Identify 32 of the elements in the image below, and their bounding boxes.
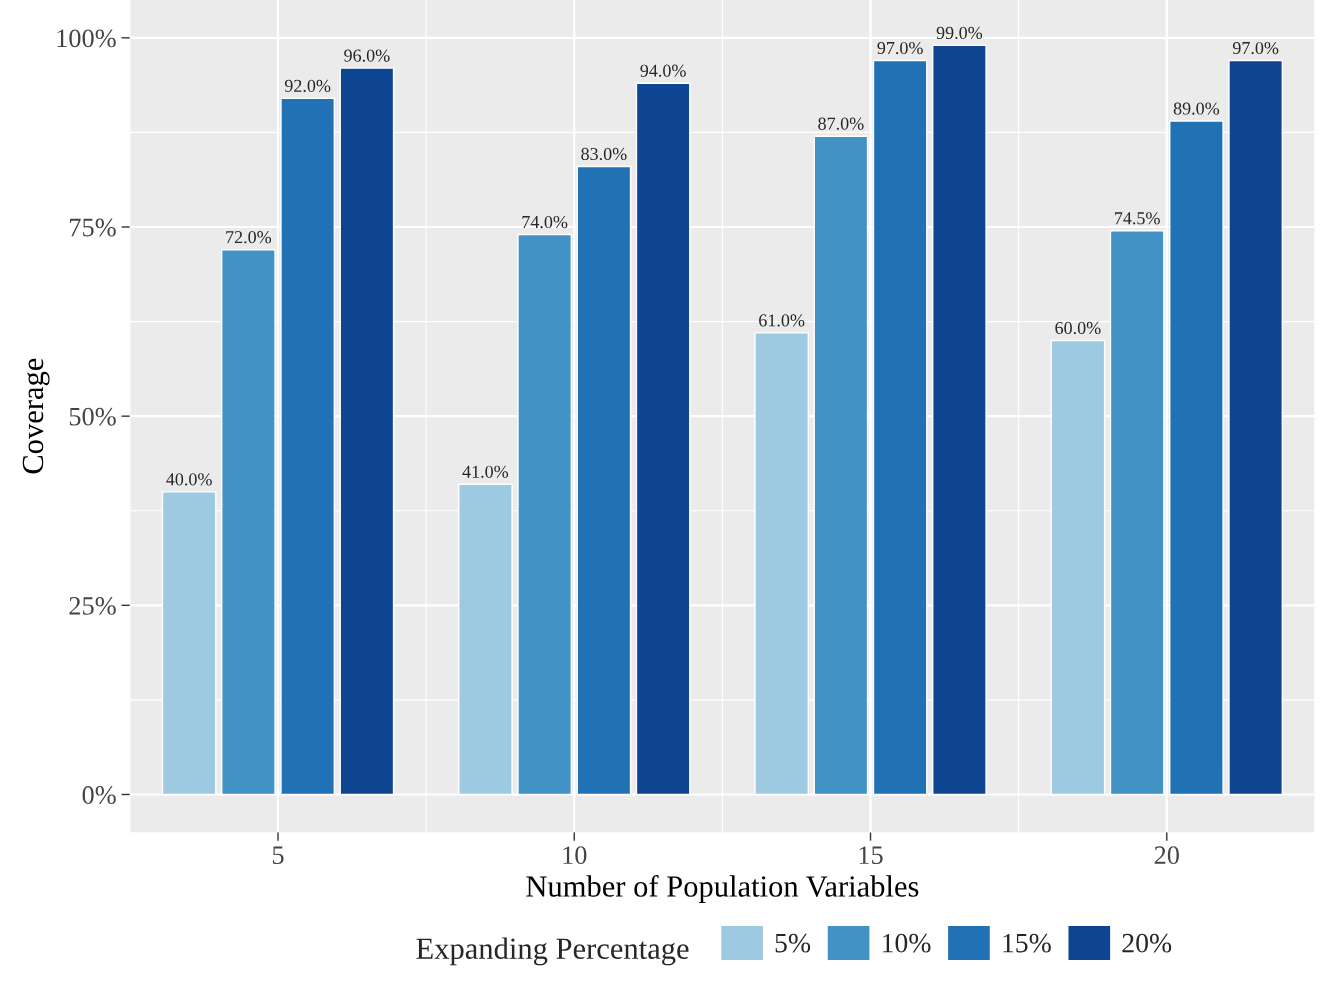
x-tick-label: 5	[272, 846, 284, 865]
data-label: 97.0%	[877, 41, 923, 55]
x-tick-label: 20	[1154, 846, 1179, 865]
data-label: 94.0%	[640, 64, 686, 77]
legend-label: 10%	[882, 933, 931, 953]
y-tick-label: 100%	[57, 29, 116, 48]
data-label: 97.0%	[1232, 41, 1279, 55]
data-label: 99.0%	[936, 26, 983, 40]
y-tick-label: 50%	[69, 407, 116, 426]
data-label: 72.0%	[226, 231, 272, 244]
data-label: 83.0%	[581, 147, 627, 161]
data-label: 61.0%	[759, 314, 805, 327]
data-label: 41.0%	[462, 465, 509, 478]
data-label: 96.0%	[344, 49, 390, 62]
y-tick-label: 75%	[70, 218, 116, 237]
data-label: 40.0%	[166, 473, 212, 486]
data-label: 60.0%	[1055, 321, 1101, 335]
x-tick-label: 10	[563, 846, 587, 865]
y-axis-title: Coverage	[22, 358, 50, 474]
legend-label: 20%	[1122, 933, 1172, 953]
legend-label: 15%	[1003, 933, 1051, 953]
x-axis-title: Number of Population Variables	[526, 875, 919, 904]
data-label: 74.5%	[1115, 212, 1160, 225]
data-label: 89.0%	[1173, 102, 1220, 115]
data-label: 92.0%	[284, 79, 331, 92]
y-tick-label: 0%	[82, 786, 116, 804]
data-label: 87.0%	[818, 117, 864, 130]
x-tick-label: 15	[859, 846, 883, 865]
legend-title: Expanding Percentage	[416, 937, 689, 966]
y-tick-label: 25%	[69, 596, 116, 615]
legend-label: 5%	[775, 933, 811, 953]
data-label: 74.0%	[522, 215, 568, 229]
